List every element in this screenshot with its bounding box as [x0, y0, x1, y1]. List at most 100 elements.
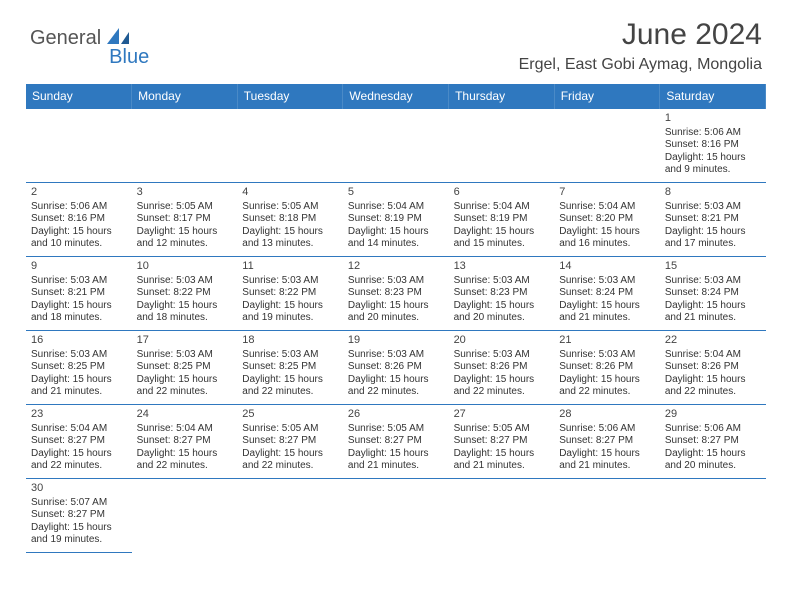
calendar-day-cell: 2Sunrise: 5:06 AMSunset: 8:16 PMDaylight… — [26, 183, 132, 257]
day-number: 25 — [242, 408, 338, 422]
header: General Blue June 2024 Ergel, East Gobi … — [0, 0, 792, 78]
daylight-line: Daylight: 15 hours and 15 minutes. — [454, 226, 550, 251]
daylight-line: Daylight: 15 hours and 16 minutes. — [559, 226, 655, 251]
daylight-line: Daylight: 15 hours and 20 minutes. — [665, 448, 761, 473]
day-number: 29 — [665, 408, 761, 422]
calendar-day-cell: 28Sunrise: 5:06 AMSunset: 8:27 PMDayligh… — [554, 405, 660, 479]
sunset-line: Sunset: 8:23 PM — [348, 287, 444, 300]
calendar-day-cell: 12Sunrise: 5:03 AMSunset: 8:23 PMDayligh… — [343, 257, 449, 331]
daylight-line: Daylight: 15 hours and 22 minutes. — [31, 448, 127, 473]
sunset-line: Sunset: 8:26 PM — [559, 361, 655, 374]
calendar-day-cell: 23Sunrise: 5:04 AMSunset: 8:27 PMDayligh… — [26, 405, 132, 479]
sunset-line: Sunset: 8:27 PM — [242, 435, 338, 448]
sunrise-line: Sunrise: 5:04 AM — [454, 201, 550, 214]
calendar-empty-cell — [343, 479, 449, 553]
calendar-week-row: 30Sunrise: 5:07 AMSunset: 8:27 PMDayligh… — [26, 479, 766, 553]
daylight-line: Daylight: 15 hours and 22 minutes. — [137, 374, 233, 399]
daylight-line: Daylight: 15 hours and 10 minutes. — [31, 226, 127, 251]
sunset-line: Sunset: 8:16 PM — [665, 139, 761, 152]
sunset-line: Sunset: 8:27 PM — [31, 435, 127, 448]
weekday-header: Friday — [554, 84, 660, 109]
day-number: 2 — [31, 186, 127, 200]
calendar-empty-cell — [237, 109, 343, 183]
sunrise-line: Sunrise: 5:04 AM — [348, 201, 444, 214]
calendar-day-cell: 6Sunrise: 5:04 AMSunset: 8:19 PMDaylight… — [449, 183, 555, 257]
sunrise-line: Sunrise: 5:05 AM — [242, 201, 338, 214]
calendar-empty-cell — [237, 479, 343, 553]
calendar-day-cell: 20Sunrise: 5:03 AMSunset: 8:26 PMDayligh… — [449, 331, 555, 405]
calendar-day-cell: 22Sunrise: 5:04 AMSunset: 8:26 PMDayligh… — [660, 331, 766, 405]
day-number: 19 — [348, 334, 444, 348]
daylight-line: Daylight: 15 hours and 17 minutes. — [665, 226, 761, 251]
daylight-line: Daylight: 15 hours and 21 minutes. — [348, 448, 444, 473]
weekday-header: Wednesday — [343, 84, 449, 109]
sunset-line: Sunset: 8:27 PM — [31, 509, 127, 522]
weekday-header: Saturday — [660, 84, 766, 109]
day-number: 24 — [137, 408, 233, 422]
sunrise-line: Sunrise: 5:03 AM — [559, 349, 655, 362]
sunrise-line: Sunrise: 5:05 AM — [348, 423, 444, 436]
sunset-line: Sunset: 8:27 PM — [137, 435, 233, 448]
calendar-header-row: SundayMondayTuesdayWednesdayThursdayFrid… — [26, 84, 766, 109]
calendar-week-row: 2Sunrise: 5:06 AMSunset: 8:16 PMDaylight… — [26, 183, 766, 257]
daylight-line: Daylight: 15 hours and 22 minutes. — [242, 448, 338, 473]
calendar-day-cell: 14Sunrise: 5:03 AMSunset: 8:24 PMDayligh… — [554, 257, 660, 331]
calendar-day-cell: 25Sunrise: 5:05 AMSunset: 8:27 PMDayligh… — [237, 405, 343, 479]
sunrise-line: Sunrise: 5:03 AM — [137, 275, 233, 288]
calendar-day-cell: 16Sunrise: 5:03 AMSunset: 8:25 PMDayligh… — [26, 331, 132, 405]
sunrise-line: Sunrise: 5:04 AM — [31, 423, 127, 436]
calendar-day-cell: 15Sunrise: 5:03 AMSunset: 8:24 PMDayligh… — [660, 257, 766, 331]
calendar-empty-cell — [132, 109, 238, 183]
sunset-line: Sunset: 8:27 PM — [559, 435, 655, 448]
daylight-line: Daylight: 15 hours and 21 minutes. — [559, 448, 655, 473]
day-number: 17 — [137, 334, 233, 348]
sunrise-line: Sunrise: 5:07 AM — [31, 497, 127, 510]
sunrise-line: Sunrise: 5:03 AM — [665, 201, 761, 214]
sunrise-line: Sunrise: 5:03 AM — [242, 349, 338, 362]
calendar-table: SundayMondayTuesdayWednesdayThursdayFrid… — [26, 84, 766, 553]
day-number: 6 — [454, 186, 550, 200]
sunrise-line: Sunrise: 5:03 AM — [31, 275, 127, 288]
daylight-line: Daylight: 15 hours and 20 minutes. — [454, 300, 550, 325]
calendar-day-cell: 3Sunrise: 5:05 AMSunset: 8:17 PMDaylight… — [132, 183, 238, 257]
sunrise-line: Sunrise: 5:06 AM — [665, 127, 761, 140]
day-number: 20 — [454, 334, 550, 348]
day-number: 13 — [454, 260, 550, 274]
calendar-empty-cell — [132, 479, 238, 553]
sunset-line: Sunset: 8:19 PM — [454, 213, 550, 226]
sunset-line: Sunset: 8:21 PM — [31, 287, 127, 300]
sunset-line: Sunset: 8:27 PM — [348, 435, 444, 448]
calendar-week-row: 9Sunrise: 5:03 AMSunset: 8:21 PMDaylight… — [26, 257, 766, 331]
sunrise-line: Sunrise: 5:04 AM — [559, 201, 655, 214]
day-number: 4 — [242, 186, 338, 200]
calendar-day-cell: 21Sunrise: 5:03 AMSunset: 8:26 PMDayligh… — [554, 331, 660, 405]
sunrise-line: Sunrise: 5:04 AM — [665, 349, 761, 362]
calendar-empty-cell — [449, 109, 555, 183]
sunrise-line: Sunrise: 5:03 AM — [665, 275, 761, 288]
day-number: 23 — [31, 408, 127, 422]
calendar-empty-cell — [343, 109, 449, 183]
sunset-line: Sunset: 8:20 PM — [559, 213, 655, 226]
calendar-week-row: 1Sunrise: 5:06 AMSunset: 8:16 PMDaylight… — [26, 109, 766, 183]
sunrise-line: Sunrise: 5:03 AM — [559, 275, 655, 288]
logo-text-b: Blue — [109, 46, 149, 69]
calendar-day-cell: 9Sunrise: 5:03 AMSunset: 8:21 PMDaylight… — [26, 257, 132, 331]
daylight-line: Daylight: 15 hours and 19 minutes. — [31, 522, 127, 547]
sunset-line: Sunset: 8:25 PM — [137, 361, 233, 374]
calendar-day-cell: 1Sunrise: 5:06 AMSunset: 8:16 PMDaylight… — [660, 109, 766, 183]
sunset-line: Sunset: 8:27 PM — [665, 435, 761, 448]
daylight-line: Daylight: 15 hours and 12 minutes. — [137, 226, 233, 251]
day-number: 9 — [31, 260, 127, 274]
sunrise-line: Sunrise: 5:05 AM — [454, 423, 550, 436]
calendar-day-cell: 19Sunrise: 5:03 AMSunset: 8:26 PMDayligh… — [343, 331, 449, 405]
calendar-day-cell: 26Sunrise: 5:05 AMSunset: 8:27 PMDayligh… — [343, 405, 449, 479]
weekday-header: Tuesday — [237, 84, 343, 109]
sunrise-line: Sunrise: 5:03 AM — [348, 349, 444, 362]
weekday-header: Sunday — [26, 84, 132, 109]
day-number: 11 — [242, 260, 338, 274]
sunset-line: Sunset: 8:25 PM — [242, 361, 338, 374]
calendar-empty-cell — [660, 479, 766, 553]
daylight-line: Daylight: 15 hours and 21 minutes. — [31, 374, 127, 399]
day-number: 3 — [137, 186, 233, 200]
calendar-day-cell: 24Sunrise: 5:04 AMSunset: 8:27 PMDayligh… — [132, 405, 238, 479]
